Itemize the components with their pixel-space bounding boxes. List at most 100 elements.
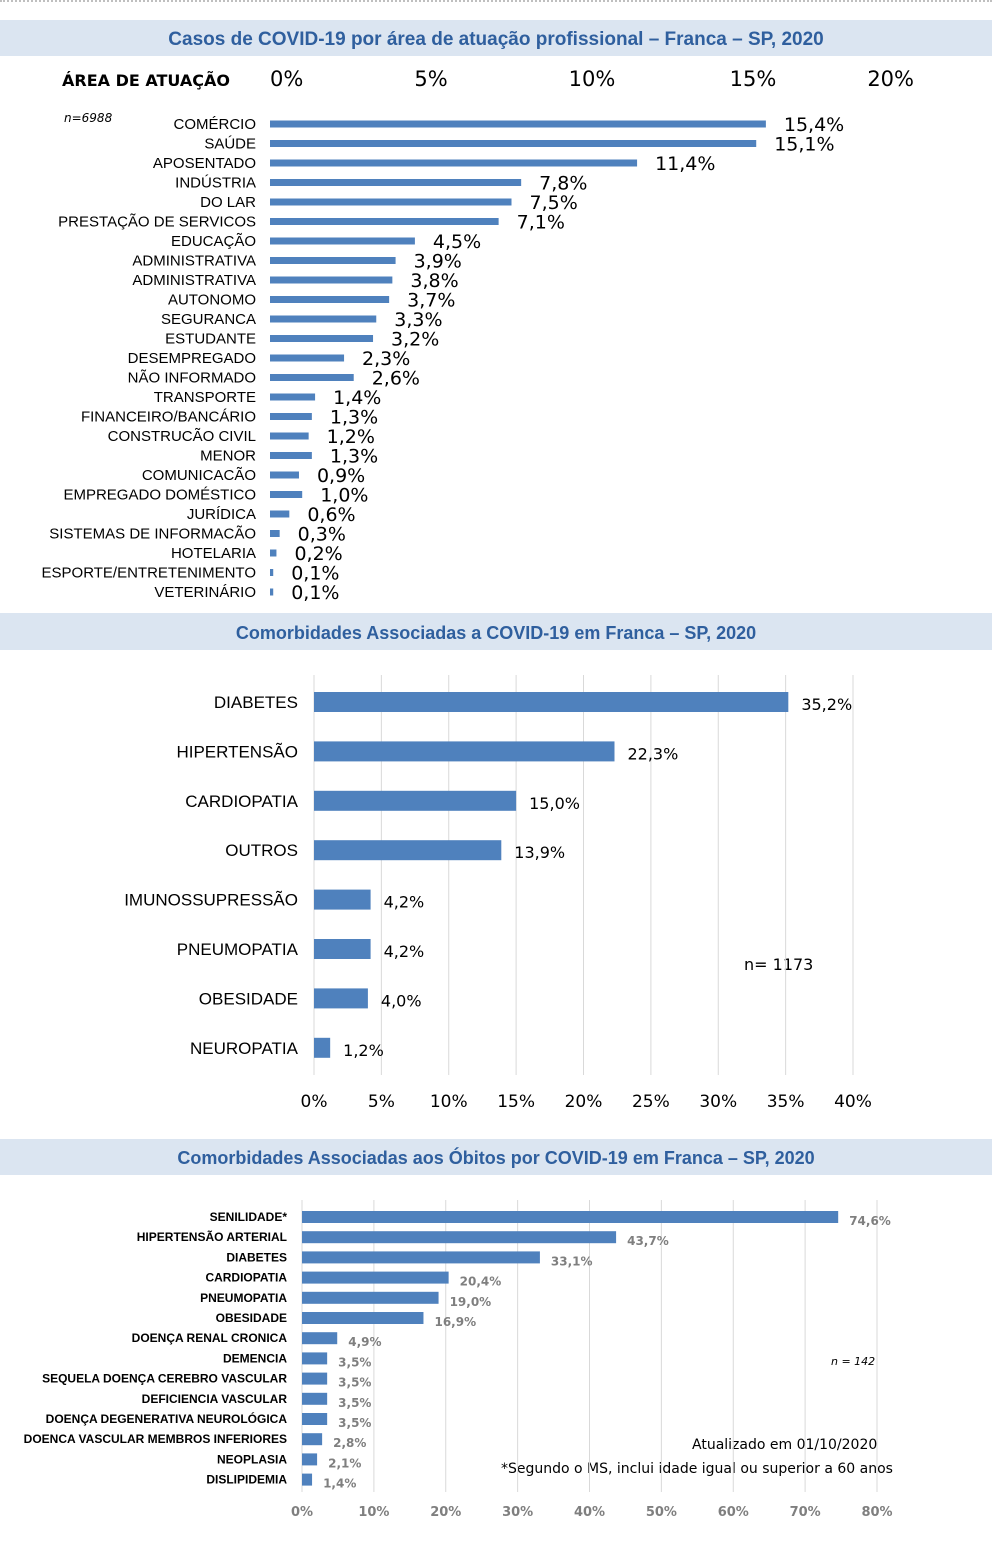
- x-tick-label: 20%: [867, 67, 914, 91]
- professions-sample-size: n=6988: [64, 111, 113, 125]
- x-tick-label: 10%: [358, 1505, 389, 1520]
- category-label: CARDIOPATIA: [205, 1271, 287, 1285]
- category-label: PNEUMOPATIA: [177, 940, 299, 959]
- bar: [270, 530, 280, 537]
- value-label: 15,1%: [774, 134, 834, 156]
- value-label: 7,8%: [539, 173, 587, 195]
- bar: [270, 588, 274, 596]
- bar: [270, 452, 312, 459]
- category-label: NEUROPATIA: [190, 1039, 299, 1058]
- professions-axis-header: ÁREA DE ATUAÇÃO: [62, 71, 231, 90]
- value-label: 3,3%: [394, 309, 442, 331]
- category-label: DEMENCIA: [223, 1351, 287, 1365]
- category-label: DOENÇA DEGENERATIVA NEUROLÓGICA: [46, 1411, 288, 1426]
- value-label: 74,6%: [849, 1214, 891, 1228]
- x-tick-label: 80%: [861, 1505, 892, 1520]
- category-label: FINANCEIRO/BANCÁRIO: [81, 409, 256, 426]
- category-label: DOENCA VASCULAR MEMBROS INFERIORES: [24, 1432, 287, 1446]
- section-band-comorbidities: [0, 613, 992, 650]
- bar: [314, 790, 517, 811]
- category-label: NEOPLASIA: [217, 1452, 287, 1466]
- category-label: SEQUELA DOENÇA CEREBRO VASCULAR: [42, 1372, 287, 1386]
- section-band-professions: [0, 20, 992, 56]
- value-label: 1,2%: [343, 1041, 384, 1060]
- value-label: 2,6%: [372, 368, 420, 390]
- value-label: 2,8%: [333, 1436, 366, 1450]
- bar: [302, 1271, 449, 1284]
- category-label: SAÚDE: [204, 136, 256, 153]
- value-label: 1,3%: [330, 407, 378, 429]
- category-label: DIABETES: [226, 1250, 287, 1264]
- value-label: 1,3%: [330, 446, 378, 468]
- value-label: 4,2%: [384, 942, 425, 961]
- bar: [302, 1352, 328, 1365]
- category-label: SENILIDADE*: [210, 1210, 288, 1224]
- update-date: Atualizado em 01/10/2020: [692, 1437, 878, 1453]
- x-tick-label: 5%: [368, 1092, 395, 1112]
- category-label: CARDIOPATIA: [185, 792, 298, 811]
- x-tick-label: 20%: [430, 1505, 461, 1520]
- category-label: ESPORTE/ENTRETENIMENTO: [42, 565, 256, 582]
- bar: [270, 276, 393, 284]
- value-label: 4,9%: [348, 1335, 381, 1349]
- bar: [270, 120, 766, 128]
- bar: [270, 218, 499, 225]
- bar: [302, 1211, 839, 1223]
- category-label: VETERINÁRIO: [154, 584, 256, 601]
- value-label: 19,0%: [450, 1295, 492, 1309]
- value-label: 3,5%: [338, 1355, 371, 1369]
- value-label: 35,2%: [801, 695, 852, 714]
- category-label: OBESIDADE: [216, 1311, 287, 1325]
- value-label: 15,4%: [784, 114, 844, 136]
- x-tick-label: 50%: [646, 1505, 677, 1520]
- bar: [314, 889, 371, 910]
- section-band-deaths: [0, 1139, 992, 1175]
- category-label: DIABETES: [214, 693, 298, 712]
- value-label: 3,5%: [338, 1396, 371, 1410]
- bar: [270, 257, 396, 264]
- value-label: 3,2%: [391, 329, 439, 351]
- value-label: 3,8%: [410, 270, 458, 292]
- x-tick-label: 30%: [502, 1505, 533, 1520]
- x-tick-label: 40%: [834, 1092, 872, 1112]
- x-tick-label: 0%: [291, 1505, 313, 1520]
- value-label: 2,3%: [362, 348, 410, 370]
- category-label: DISLIPIDEMIA: [206, 1473, 287, 1487]
- x-tick-label: 30%: [699, 1092, 737, 1112]
- x-tick-label: 20%: [565, 1092, 603, 1112]
- value-label: 1,4%: [323, 1477, 356, 1491]
- comorbidities-sample-size: n= 1173: [744, 955, 814, 974]
- bar: [302, 1392, 328, 1405]
- bar: [270, 569, 274, 576]
- bar: [270, 315, 377, 323]
- value-label: 43,7%: [627, 1234, 669, 1248]
- bar: [302, 1372, 328, 1385]
- category-label: DEFICIENCIA VASCULAR: [142, 1392, 288, 1406]
- category-label: COMUNICACÃO: [142, 467, 256, 484]
- bar: [314, 741, 615, 762]
- x-tick-label: 60%: [718, 1505, 749, 1520]
- category-label: CONSTRUCÃO CIVIL: [108, 428, 256, 445]
- bar: [270, 354, 345, 362]
- category-label: HIPERTENSÃO: [176, 742, 298, 761]
- value-label: 0,9%: [317, 465, 365, 487]
- category-label: SEGURANCA: [161, 311, 256, 328]
- comorbidities-chart-title: Comorbidades Associadas a COVID-19 em Fr…: [235, 623, 757, 643]
- value-label: 4,5%: [433, 231, 481, 253]
- deaths-chart-title: Comorbidades Associadas aos Óbitos por C…: [177, 1148, 815, 1168]
- x-tick-label: 25%: [632, 1092, 670, 1112]
- value-label: 0,2%: [294, 543, 342, 565]
- category-label: JURÍDICA: [187, 506, 256, 523]
- category-label: IMUNOSSUPRESSÃO: [124, 891, 298, 910]
- bar: [302, 1453, 318, 1466]
- bar: [314, 692, 789, 712]
- value-label: 1,4%: [333, 387, 381, 409]
- value-label: 13,9%: [514, 843, 565, 862]
- category-label: DOENÇA RENAL CRONICA: [132, 1331, 288, 1345]
- x-tick-label: 5%: [414, 67, 447, 91]
- value-label: 2,1%: [328, 1456, 361, 1470]
- bar: [270, 413, 312, 420]
- value-label: 4,2%: [384, 893, 425, 912]
